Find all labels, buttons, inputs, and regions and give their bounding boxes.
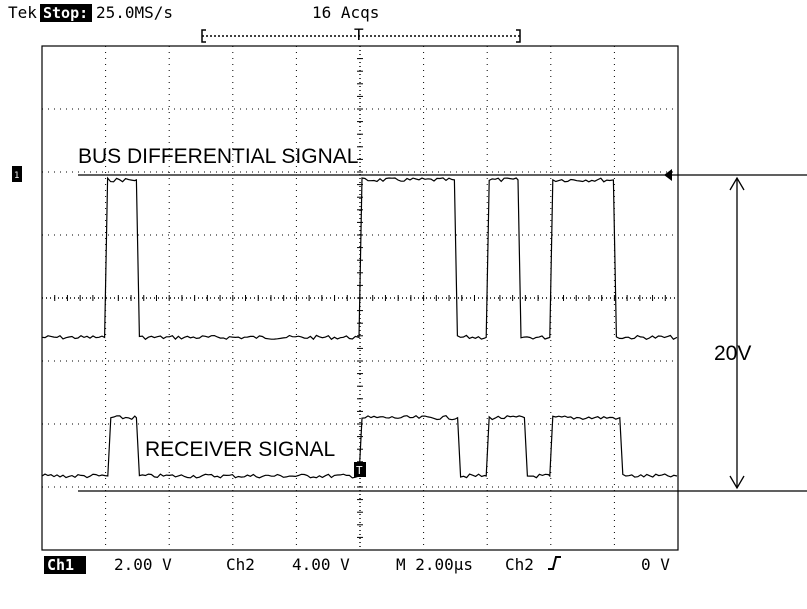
brand-label: Tek	[8, 3, 37, 22]
trigger-source: Ch2	[505, 555, 534, 574]
waveform-traces	[41, 176, 678, 479]
trigger-position-marker: T	[354, 25, 364, 44]
series-label-receiver: RECEIVER SIGNAL	[145, 438, 335, 461]
ch2-label: Ch2	[226, 555, 255, 574]
acquisition-count: 16 Acqs	[312, 3, 379, 22]
ch1-label: Ch1	[47, 556, 74, 574]
voltage-span-label: 20V	[714, 342, 751, 365]
bus-differential-trace	[41, 176, 678, 341]
ch2-trigger-marker-label: T	[356, 464, 363, 477]
rising-edge-icon	[548, 556, 561, 570]
trigger-level-arrow	[664, 169, 672, 181]
ch2-trigger-marker	[354, 462, 366, 477]
receiver-trace	[41, 414, 678, 479]
series-label-bus: BUS DIFFERENTIAL SIGNAL	[78, 145, 358, 168]
stop-label: Stop:	[43, 4, 88, 22]
timebase: M 2.00µs	[396, 555, 473, 574]
record-view-bracket	[201, 29, 521, 43]
sample-rate: 25.0MS/s	[96, 3, 173, 22]
ch1-ground-marker-label: 1	[14, 171, 19, 181]
stop-badge	[40, 4, 92, 22]
trigger-level: 0 V	[641, 555, 670, 574]
voltage-span-arrow	[729, 176, 745, 490]
ch1-badge	[44, 556, 86, 574]
ch1-ground-marker	[12, 166, 22, 182]
ch2-scale: 4.00 V	[292, 555, 350, 574]
ch1-scale: 2.00 V	[114, 555, 172, 574]
